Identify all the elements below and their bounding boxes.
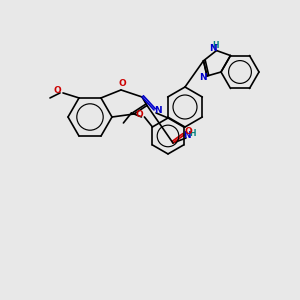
Text: N: N (154, 106, 162, 116)
Text: N: N (183, 130, 191, 140)
Text: O: O (118, 80, 126, 88)
Text: O: O (136, 110, 143, 119)
Text: H: H (212, 41, 219, 50)
Text: O: O (184, 128, 192, 136)
Text: O: O (53, 86, 61, 95)
Text: N: N (199, 74, 207, 82)
Text: H: H (190, 128, 196, 137)
Text: N: N (209, 44, 216, 53)
